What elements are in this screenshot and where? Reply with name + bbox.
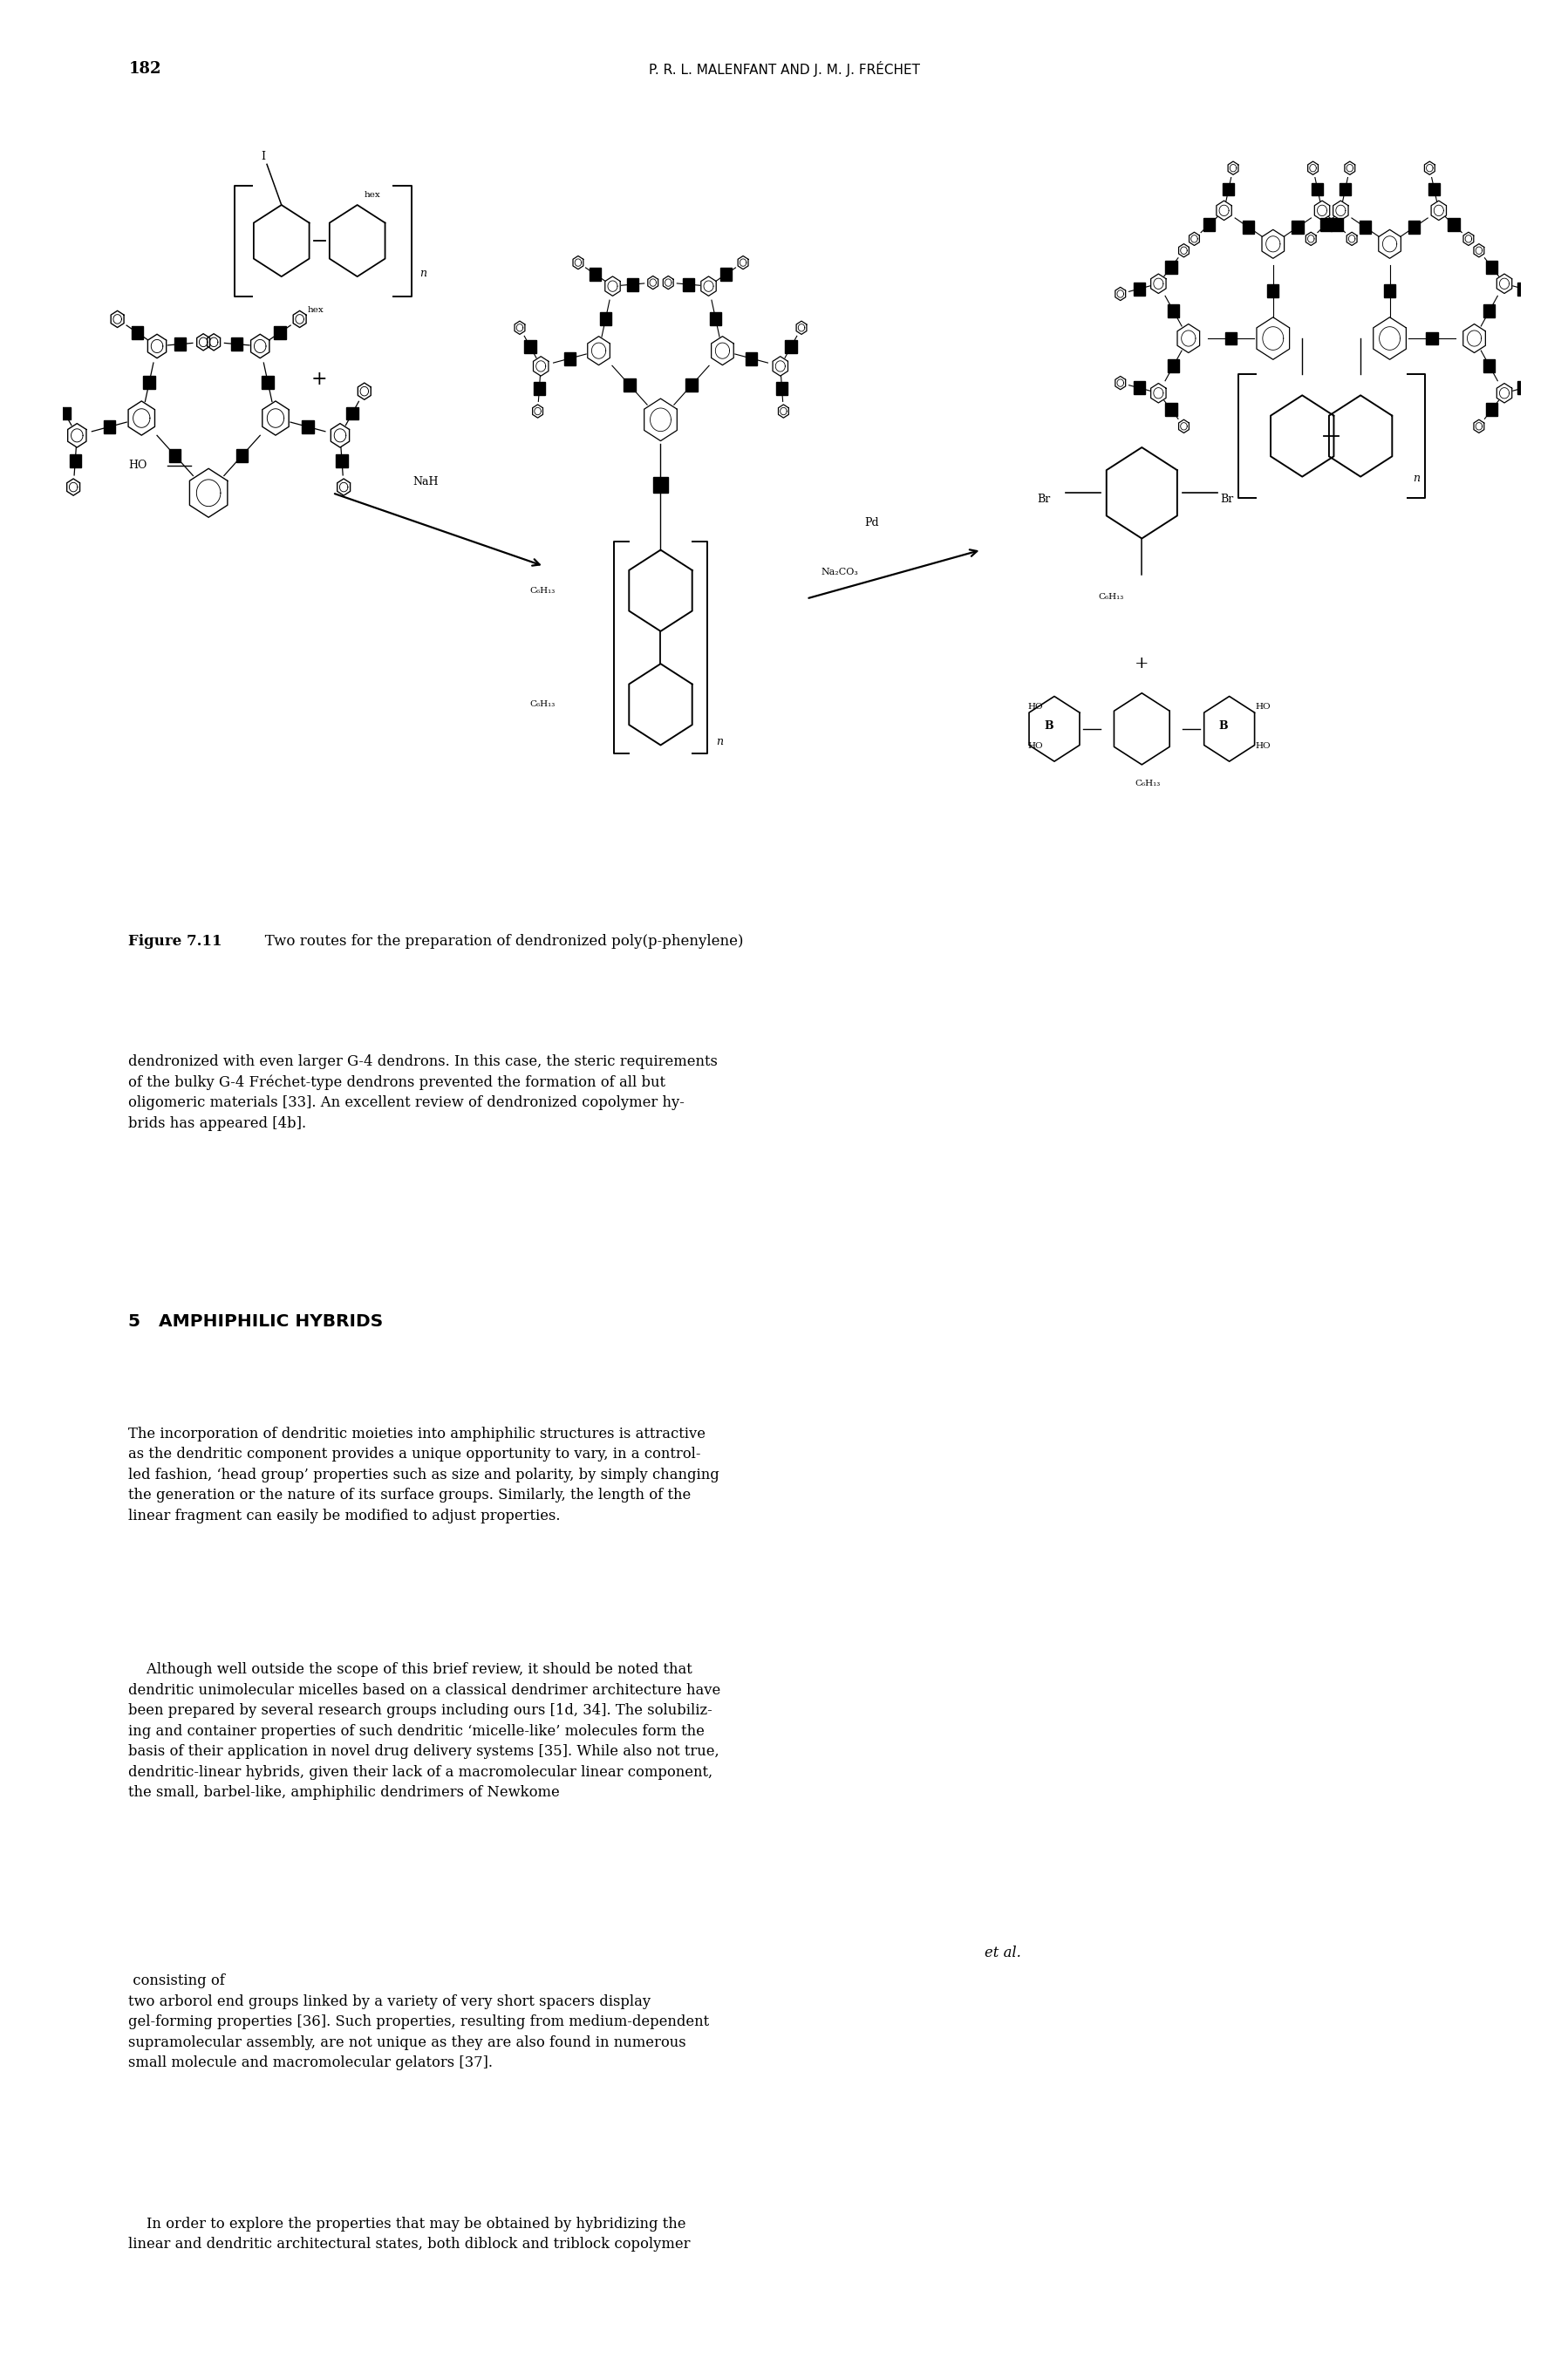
Bar [347, 408, 358, 420]
Text: HO: HO [1029, 743, 1043, 750]
Bar [1168, 304, 1179, 318]
Text: NaH: NaH [412, 476, 439, 488]
Text: B: B [1218, 719, 1228, 731]
Bar [1223, 184, 1234, 196]
Bar [1486, 403, 1497, 415]
Bar [1203, 219, 1215, 231]
Text: 182: 182 [129, 61, 162, 78]
Text: HO: HO [1256, 743, 1272, 750]
Text: n: n [717, 736, 723, 747]
Bar [564, 351, 575, 365]
Bar [169, 448, 180, 462]
Bar [132, 325, 143, 340]
Text: C₆H₁₃: C₆H₁₃ [530, 700, 555, 707]
Bar [601, 311, 612, 325]
Bar [303, 420, 314, 434]
Bar [590, 269, 601, 281]
Text: hex: hex [365, 191, 381, 198]
Bar [627, 278, 638, 290]
Bar [1427, 332, 1438, 344]
Text: C₆H₁₃: C₆H₁₃ [530, 587, 555, 594]
Text: Br: Br [1036, 493, 1051, 505]
Text: HO: HO [1256, 703, 1272, 712]
Bar [1428, 184, 1439, 196]
Bar [1134, 382, 1145, 394]
Text: HO: HO [1029, 703, 1043, 712]
Bar [230, 337, 243, 351]
Bar [745, 351, 757, 365]
Bar [776, 382, 787, 396]
Bar [143, 375, 155, 389]
Text: Two routes for the preparation of dendronized poly(p-phenylene): Two routes for the preparation of dendro… [251, 934, 743, 948]
Bar [1168, 358, 1179, 373]
Text: The incorporation of dendritic moieties into amphiphilic structures is attractiv: The incorporation of dendritic moieties … [129, 1427, 720, 1523]
Bar [654, 476, 668, 493]
Text: C₆H₁₃: C₆H₁₃ [1098, 592, 1124, 601]
Text: In order to explore the properties that may be obtained by hybridizing the
linea: In order to explore the properties that … [129, 2217, 690, 2252]
Bar [1225, 332, 1237, 344]
Text: dendronized with even larger G-4 dendrons. In this case, the steric requirements: dendronized with even larger G-4 dendron… [129, 1054, 718, 1132]
Bar [1518, 382, 1529, 394]
Text: 5   AMPHIPHILIC HYBRIDS: 5 AMPHIPHILIC HYBRIDS [129, 1313, 384, 1330]
Text: C₆H₁₃: C₆H₁₃ [1135, 780, 1160, 788]
Bar [60, 408, 71, 420]
Text: Pd: Pd [866, 516, 880, 528]
Text: +: + [1135, 656, 1149, 672]
Text: et al.: et al. [985, 1945, 1021, 1959]
Bar [1134, 283, 1145, 295]
Text: I: I [260, 151, 265, 163]
Bar [262, 375, 274, 389]
Text: HO: HO [129, 460, 147, 472]
Bar [1312, 184, 1323, 196]
Bar [720, 269, 732, 281]
Bar [174, 337, 187, 351]
Bar [1359, 222, 1370, 233]
Bar [336, 455, 348, 467]
Bar [1267, 285, 1279, 297]
Bar [1483, 304, 1496, 318]
Bar [69, 455, 82, 467]
Bar [1486, 262, 1497, 274]
Bar [237, 448, 248, 462]
Bar [1165, 262, 1178, 274]
Bar [1483, 358, 1496, 373]
Bar [710, 311, 721, 325]
Bar [1447, 219, 1460, 231]
Text: hex: hex [307, 307, 325, 314]
Bar [274, 325, 285, 340]
Text: n: n [420, 269, 426, 278]
Bar [1518, 283, 1529, 295]
Bar [624, 380, 635, 391]
Bar [786, 340, 797, 354]
Text: Br: Br [1220, 493, 1234, 505]
Bar [1331, 219, 1342, 231]
Bar [1320, 219, 1331, 231]
Bar [1385, 285, 1396, 297]
Text: P. R. L. MALENFANT AND J. M. J. FRÉCHET: P. R. L. MALENFANT AND J. M. J. FRÉCHET [649, 61, 919, 78]
Bar [1292, 222, 1303, 233]
Text: B: B [1044, 719, 1054, 731]
Text: n: n [1413, 474, 1421, 483]
Text: Although well outside the scope of this brief review, it should be noted that
de: Although well outside the scope of this … [129, 1662, 721, 1799]
Text: consisting of
two arborol end groups linked by a variety of very short spacers d: consisting of two arborol end groups lin… [129, 1974, 709, 2070]
Bar [685, 380, 698, 391]
Bar [1408, 222, 1421, 233]
Text: Figure 7.11: Figure 7.11 [129, 934, 223, 948]
Bar [1339, 184, 1352, 196]
Bar [524, 340, 536, 354]
Bar [1243, 222, 1254, 233]
Text: +: + [312, 370, 328, 389]
Bar [682, 278, 695, 290]
Bar [533, 382, 546, 396]
Text: Na₂CO₃: Na₂CO₃ [822, 568, 858, 575]
Bar [103, 420, 114, 434]
Bar [1165, 403, 1178, 415]
